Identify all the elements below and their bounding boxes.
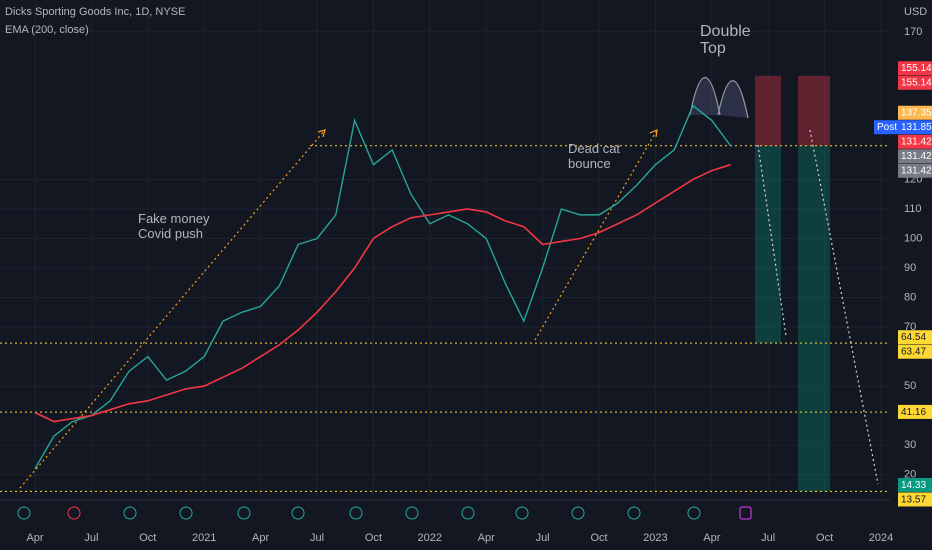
price-label-bg <box>898 105 932 120</box>
drawings <box>19 77 879 489</box>
plot: Fake money Covid push Dead cat bounce Double… <box>0 23 890 492</box>
y-tick-label: 20 <box>904 469 916 481</box>
x-tick-label: 2023 <box>643 532 667 544</box>
price-label-bg <box>898 477 932 492</box>
chart-title: Dicks Sporting Goods Inc, 1D, NYSE <box>5 6 185 18</box>
price-label: 155.14 <box>901 78 932 89</box>
annotation: Fake money Covid push <box>138 211 210 241</box>
target-zone <box>798 145 830 492</box>
time-axis <box>0 500 932 550</box>
price-label: 41.16 <box>901 407 926 418</box>
price-label-bg <box>898 404 932 419</box>
price-label: 131.42 <box>901 137 932 148</box>
annotation-line: Double <box>700 23 751 40</box>
annotation-line: Covid push <box>138 226 203 241</box>
x-tick-label: Jul <box>310 532 324 544</box>
price-label-bg <box>898 149 932 164</box>
x-tick-label: Apr <box>703 532 720 544</box>
y-tick-label: 70 <box>904 321 916 333</box>
price-label-bg <box>898 134 932 149</box>
price-label-bg <box>898 330 932 345</box>
x-tick-label: Apr <box>252 532 269 544</box>
annotation-line: Fake money <box>138 211 210 226</box>
price-label-bg <box>898 344 932 359</box>
x-tick-label: 2021 <box>192 532 216 544</box>
target-arrow <box>757 144 787 337</box>
price-label: 131.42 <box>901 151 932 162</box>
price-label: 131.85 <box>901 122 932 133</box>
x-tick-label: Oct <box>590 532 607 544</box>
annotation: Dead cat bounce <box>568 141 620 171</box>
target-zone <box>755 145 781 344</box>
annotation: Double Top <box>700 23 751 57</box>
price-label: 13.57 <box>901 494 926 505</box>
x-tick-label: Oct <box>365 532 382 544</box>
x-tick-label: Apr <box>26 532 43 544</box>
price-tag-bg <box>874 120 898 135</box>
y-tick-label: 100 <box>904 232 922 244</box>
grid <box>0 0 890 500</box>
x-tick-label: Oct <box>816 532 833 544</box>
x-tick-label: Oct <box>139 532 156 544</box>
trend-arrow <box>534 129 658 341</box>
y-tick-label: 170 <box>904 26 922 38</box>
price-label: 64.54 <box>901 332 926 343</box>
ema-line <box>34 163 731 423</box>
y-tick-label: 50 <box>904 380 916 392</box>
x-tick-label: 2024 <box>869 532 893 544</box>
stop-zone <box>798 75 830 146</box>
arrow-head <box>649 129 658 138</box>
price-label: 14.33 <box>901 480 926 491</box>
annotation-line: Top <box>700 40 726 57</box>
double-top <box>689 77 749 119</box>
stop-zone <box>755 75 781 146</box>
x-tick-label: Apr <box>478 532 495 544</box>
currency: USD <box>904 6 927 18</box>
positions <box>755 75 830 492</box>
y-tick-label: 30 <box>904 439 916 451</box>
x-tick-label: Jul <box>761 532 775 544</box>
trend-arrow <box>19 129 326 489</box>
annotation-line: bounce <box>568 156 611 171</box>
price-label-bg <box>898 163 932 178</box>
price-label-bg <box>898 492 932 507</box>
price-tag: Post <box>877 122 897 133</box>
price-line <box>34 104 732 470</box>
price-label-bg <box>898 61 932 76</box>
annotation-line: Dead cat <box>568 141 620 156</box>
y-tick-label: 90 <box>904 262 916 274</box>
x-tick-label: Jul <box>84 532 98 544</box>
price-label-bg <box>898 75 932 90</box>
price-label: 63.47 <box>901 347 926 358</box>
target-arrow <box>809 129 879 485</box>
price-label: 131.42 <box>901 166 932 177</box>
price-axis <box>890 0 932 550</box>
price-label: 137.35 <box>901 108 932 119</box>
x-tick-label: 2022 <box>418 532 442 544</box>
arrow-head <box>317 129 326 138</box>
events <box>17 506 752 520</box>
indicator-legend: EMA (200, close) <box>5 24 89 36</box>
price-label-bg <box>898 120 932 135</box>
x-tick-label: Jul <box>536 532 550 544</box>
price-label: 155.14 <box>901 63 932 74</box>
y-tick-label: 110 <box>904 203 922 215</box>
y-tick-label: 80 <box>904 291 916 303</box>
